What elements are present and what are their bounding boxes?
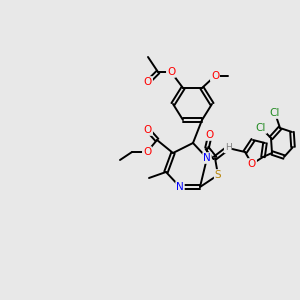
- Text: H: H: [225, 143, 231, 152]
- Text: O: O: [143, 147, 151, 157]
- Text: O: O: [206, 130, 214, 140]
- Text: O: O: [144, 77, 152, 87]
- Text: Cl: Cl: [270, 108, 280, 118]
- Text: S: S: [215, 170, 221, 180]
- Text: O: O: [211, 71, 219, 81]
- Text: N: N: [203, 153, 211, 163]
- Text: Cl: Cl: [256, 123, 266, 133]
- Text: O: O: [248, 159, 256, 169]
- Text: O: O: [167, 67, 175, 77]
- Text: O: O: [144, 125, 152, 135]
- Text: N: N: [176, 182, 184, 192]
